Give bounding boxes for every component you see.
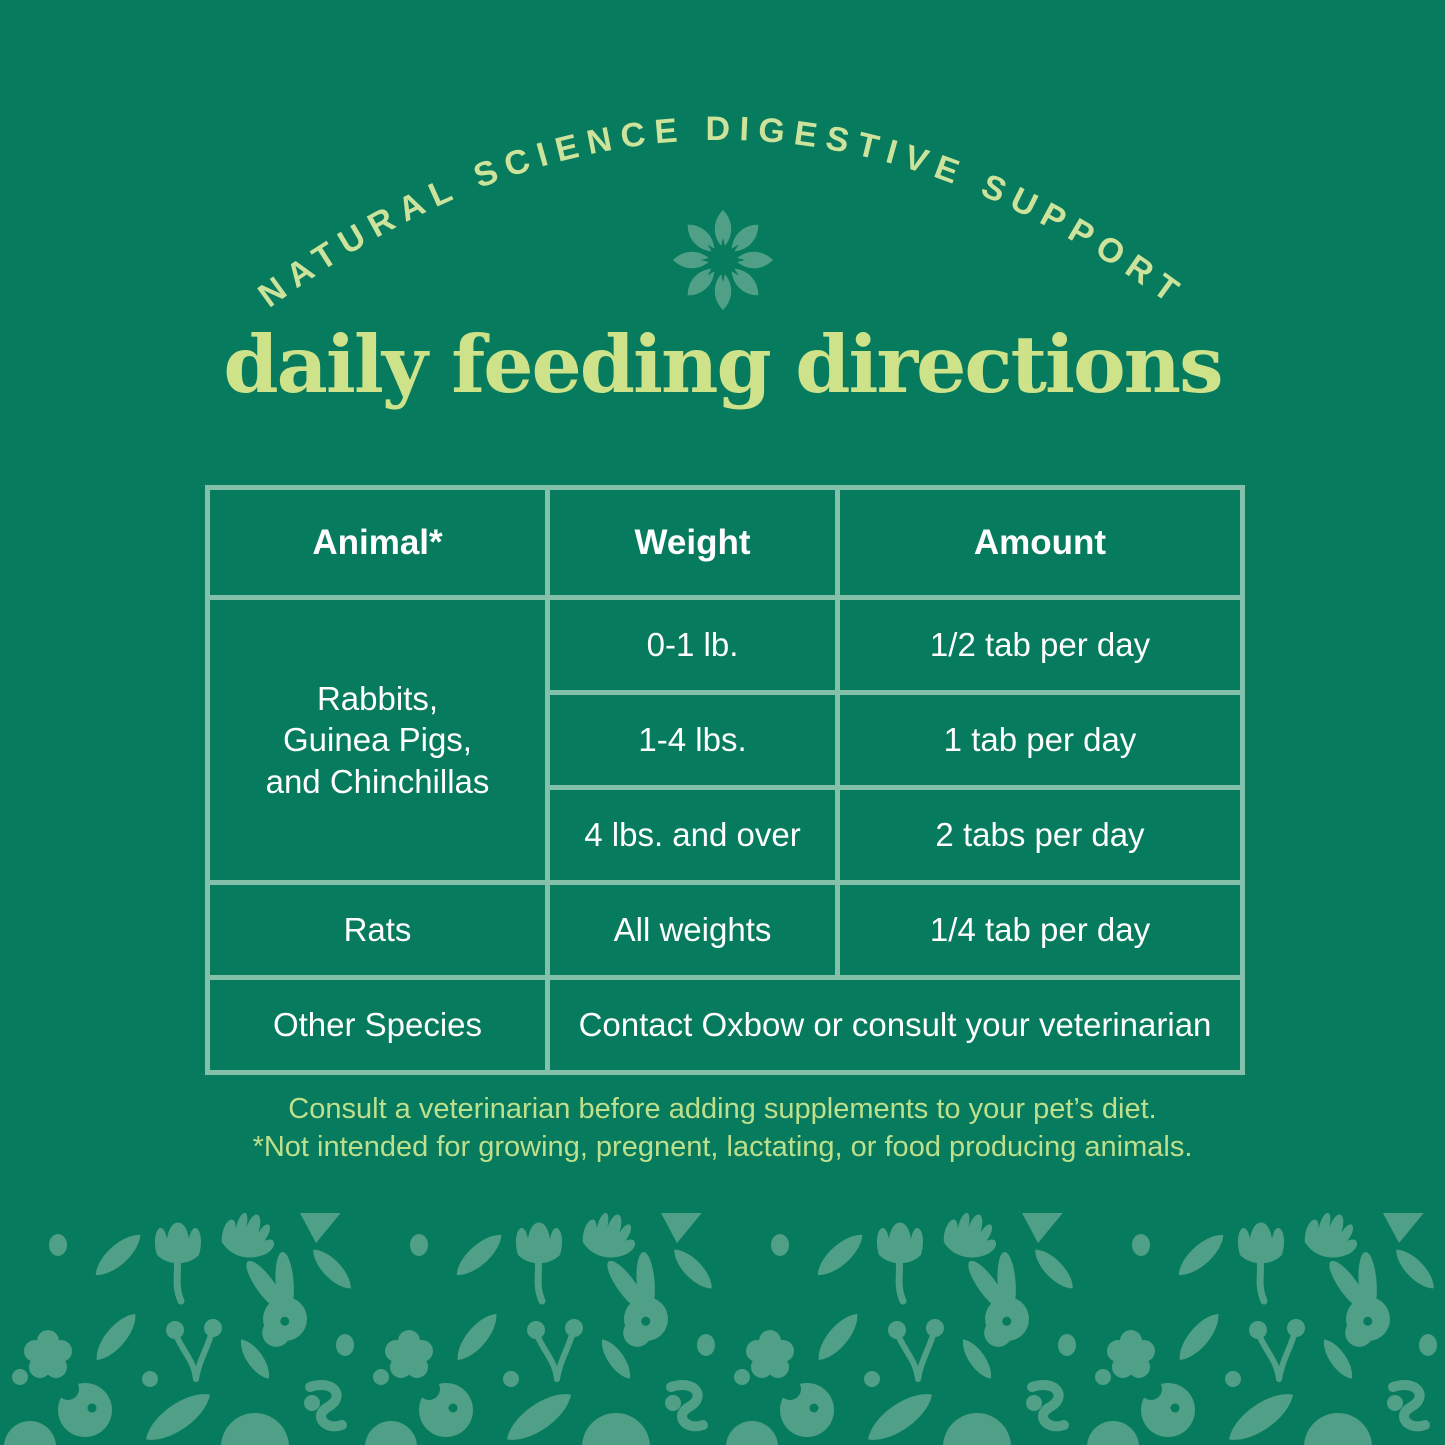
footnote-line-1: Consult a veterinarian before adding sup… [288,1093,1157,1125]
table-row: Rats All weights 1/4 tab per day [205,880,1245,980]
weight-cell: 1-4 lbs. [545,690,840,790]
footnote-line-2: *Not intended for growing, pregnent, lac… [252,1131,1193,1163]
column-header-weight: Weight [545,485,840,600]
animal-cell-rabbits-group: Rabbits, Guinea Pigs, and Chinchillas [205,595,550,885]
footnotes: Consult a veterinarian before adding sup… [0,1090,1445,1166]
table-row: Other Species Contact Oxbow or consult y… [205,975,1245,1075]
table-row: Rabbits, Guinea Pigs, and Chinchillas 0-… [205,595,1245,885]
header-art: NATURAL SCIENCE DIGESTIVE SUPPORT [251,110,1183,315]
weight-cell: 0-1 lb. [545,595,840,695]
weight-cell: 4 lbs. and over [545,785,840,885]
table-row: 1-4 lbs. 1 tab per day [208,690,1245,790]
contact-note-cell: Contact Oxbow or consult your veterinari… [545,975,1245,1075]
column-header-amount: Amount [835,485,1245,600]
amount-cell: 1 tab per day [835,690,1245,790]
amount-cell: 1/4 tab per day [835,880,1245,980]
table-header-row: Animal* Weight Amount [205,485,1245,600]
decorative-pattern-band [0,1213,1445,1445]
table-row: 4 lbs. and over 2 tabs per day [208,785,1245,885]
animal-cell-rats: Rats [205,880,550,980]
flower-rosette-icon [673,210,773,310]
amount-cell: 2 tabs per day [835,785,1245,885]
amount-cell: 1/2 tab per day [835,595,1245,695]
weight-cell: All weights [545,880,840,980]
animal-cell-other-species: Other Species [205,975,550,1075]
feeding-directions-table: Animal* Weight Amount Rabbits, Guinea Pi… [205,485,1245,1075]
column-header-animal: Animal* [205,485,550,600]
page-title: daily feeding directions [223,318,1223,411]
